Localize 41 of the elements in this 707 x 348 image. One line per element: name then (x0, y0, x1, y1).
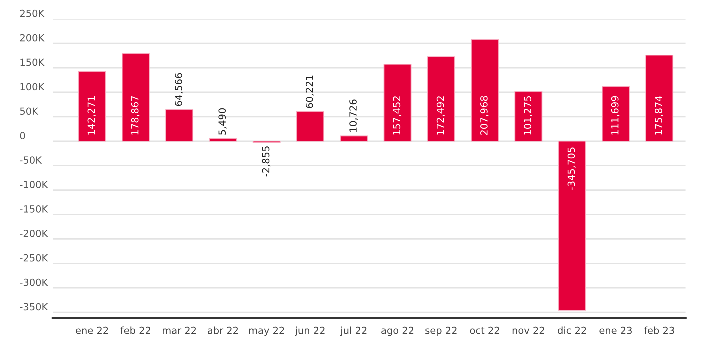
y-tick-label: -250K (20, 254, 48, 262)
y-tick-label: 0 (20, 132, 26, 140)
data-label: -345,705 (568, 148, 576, 190)
y-tick-label: 150K (20, 58, 45, 66)
x-tick-label: nov 22 (512, 326, 544, 334)
y-tick-label: -200K (20, 230, 48, 238)
x-tick-label: sep 22 (426, 326, 457, 336)
x-tick-label: abr 22 (208, 326, 238, 334)
x-tick-label: mar 22 (163, 326, 196, 334)
data-label: 175,874 (655, 96, 664, 135)
x-tick-label: jul 22 (340, 326, 367, 336)
x-tick-label: jun 22 (295, 326, 325, 336)
x-tick-label: dic 22 (558, 326, 586, 334)
y-tick-label: -150K (20, 206, 48, 213)
x-tick-label: ene 23 (600, 326, 632, 334)
x-tick-label: ago 22 (382, 326, 414, 336)
data-label: 172,492 (436, 96, 446, 135)
data-label: 5,490 (218, 108, 228, 135)
y-tick-label: 100K (20, 83, 45, 91)
x-tick-label: may 22 (249, 326, 284, 336)
y-tick-label: -50K (20, 156, 42, 164)
data-label: 157,452 (393, 96, 402, 135)
x-tick-label: feb 22 (120, 326, 150, 334)
data-label: 142,271 (88, 96, 96, 135)
data-label: -2,855 (262, 146, 271, 177)
data-label: 207,968 (480, 96, 489, 136)
y-tick-label: 50K (20, 108, 39, 116)
x-tick-label: ene 22 (76, 326, 108, 334)
data-label: 60,221 (306, 76, 314, 108)
data-label: 10,726 (350, 100, 358, 132)
y-tick-label: 250K (20, 10, 45, 18)
data-label: 178,867 (131, 96, 140, 135)
y-tick-label: 200K (20, 34, 45, 42)
x-tick-label: feb 23 (644, 326, 674, 334)
y-tick-label: -350K (20, 303, 48, 311)
data-label: 101,275 (524, 96, 533, 135)
y-tick-label: -100K (20, 181, 48, 188)
x-tick-label: oct 22 (470, 326, 500, 334)
y-tick-label: -300K (20, 278, 48, 286)
data-label: 64,566 (175, 73, 184, 106)
data-label: 111,699 (611, 96, 620, 135)
